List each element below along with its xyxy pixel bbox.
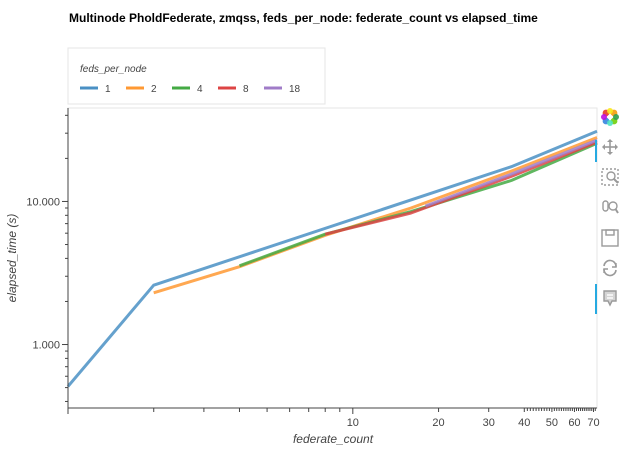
x-tick-label: 30 [483,417,495,429]
box-zoom-icon[interactable] [601,168,619,186]
pan-icon[interactable] [602,139,618,155]
y-tick-label: 10.000 [26,196,60,208]
legend-label-18: 18 [289,84,301,95]
legend: feds_per_node 1 2 4 8 18 [67,47,326,105]
y-axis-label: elapsed_time (s) [5,214,19,303]
series-layer [66,129,598,388]
save-icon[interactable] [601,229,619,247]
y-tick-label: 1.000 [32,340,60,352]
x-tick-label: 20 [432,417,444,429]
x-tick-label: 40 [518,417,530,429]
legend-label-1: 1 [105,84,111,95]
x-tick-label: 60 [568,417,580,429]
series-line-8 [324,140,598,236]
series-line-2 [153,136,598,295]
bokeh-logo-icon[interactable] [601,108,619,126]
legend-label-4: 4 [197,84,203,95]
x-axis-ticks: 10 20 30 40 50 60 70 [67,408,600,429]
legend-box [67,47,326,105]
reset-icon[interactable] [603,259,617,277]
plot-area[interactable] [67,107,598,409]
series-line-1 [66,129,598,388]
x-tick-label: 70 [587,417,599,429]
x-tick-label: 10 [347,417,359,429]
x-axis-label: federate_count [293,432,374,446]
hover-icon[interactable] [603,290,617,307]
legend-label-8: 8 [243,84,249,95]
y-axis-ticks: 1.000 10.000 [26,114,68,402]
toolbar [595,108,619,314]
legend-title: feds_per_node [80,64,147,75]
pan-active-indicator [595,140,597,162]
x-tick-label: 50 [546,417,558,429]
wheel-zoom-active-indicator [595,284,597,314]
legend-label-2: 2 [151,84,157,95]
chart-title: Multinode PholdFederate, zmqss, feds_per… [69,11,538,25]
wheel-zoom-icon[interactable] [602,200,619,214]
series-line-18 [424,138,598,208]
